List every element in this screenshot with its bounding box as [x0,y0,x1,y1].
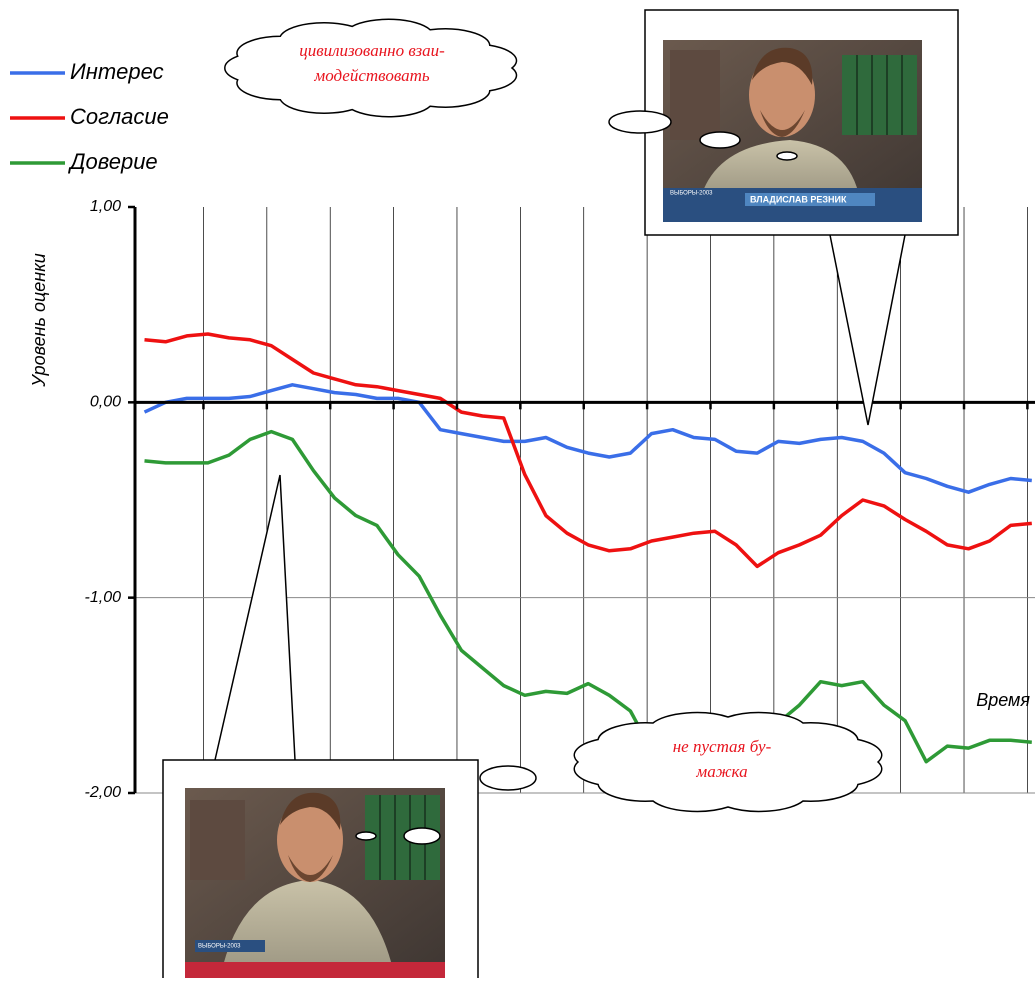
photo-caption: ВЫБОРЫ-2003 [198,944,241,950]
photo-callout: ВЫБОРЫ-2003 [162,474,537,983]
annotation: мажка [695,762,747,781]
photo-callout: ВЛАДИСЛАВ РЕЗНИК ВЫБОРЫ-2003 [608,9,959,426]
plot [143,332,1032,764]
annotation: модействовать [313,66,429,85]
legend-label: Доверие [67,149,158,174]
y-axis-label: Уровень оценки [29,253,49,387]
thought-cloud [224,18,518,118]
series-line [143,383,1032,494]
axes: 1,00 0,00 -1,00 -2,00 [85,198,1035,801]
annotation: не пустая бу- [673,737,772,756]
y-tick-label: 1,00 [90,198,121,215]
thought-cloud [573,711,883,813]
legend-label: Согласие [70,104,169,129]
series-line [144,332,1032,569]
y-tick-label: -2,00 [85,784,122,801]
legend-label: Интерес [70,59,164,84]
clouds [224,18,883,813]
grid [135,207,1035,794]
y-tick-label: 0,00 [90,394,121,411]
photo-caption: ВЛАДИСЛАВ РЕЗНИК [750,194,847,204]
x-axis-label: Время [976,690,1030,710]
annotation: цивилизованно взаи- [299,41,445,60]
y-tick-label: -1,00 [85,589,122,606]
photo-caption: ВЫБОРЫ-2003 [670,191,713,197]
series-line [144,429,1032,764]
legend: Интерес Согласие Доверие [10,59,169,174]
